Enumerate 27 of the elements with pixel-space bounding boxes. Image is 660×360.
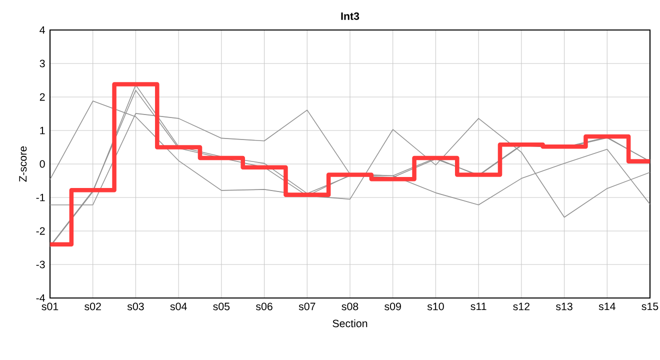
x-tick-label: s14 [598,302,616,310]
x-tick-label: s08 [342,302,358,310]
x-tick-label: s07 [298,302,316,310]
x-tick-label: s03 [127,302,144,310]
x-tick-label: s06 [256,302,272,310]
x-axis-title: Section [332,319,368,328]
y-tick-label: -2 [36,227,45,235]
y-tick-label: 0 [40,160,45,168]
x-tick-label: s11 [470,302,486,310]
y-tick-label: -3 [36,260,45,268]
y-tick-label: 2 [40,93,45,101]
x-tick-label: s10 [427,302,444,310]
x-tick-label: s04 [170,302,187,310]
y-tick-label: -1 [36,194,45,202]
x-tick-label: s15 [642,302,658,310]
chart-title: Int3 [341,12,360,20]
x-tick-label: s13 [556,302,572,310]
y-tick-label: 4 [40,26,45,34]
x-tick-label: s01 [42,302,58,310]
x-tick-label: s05 [213,302,230,310]
x-tick-label: s02 [84,302,101,310]
y-tick-label: -4 [36,294,45,302]
y-axis-title: Z-score [19,146,27,182]
x-tick-label: s12 [513,302,530,310]
y-tick-label: 1 [40,126,45,134]
y-tick-label: 3 [40,60,45,68]
x-tick-label: s09 [384,302,401,310]
